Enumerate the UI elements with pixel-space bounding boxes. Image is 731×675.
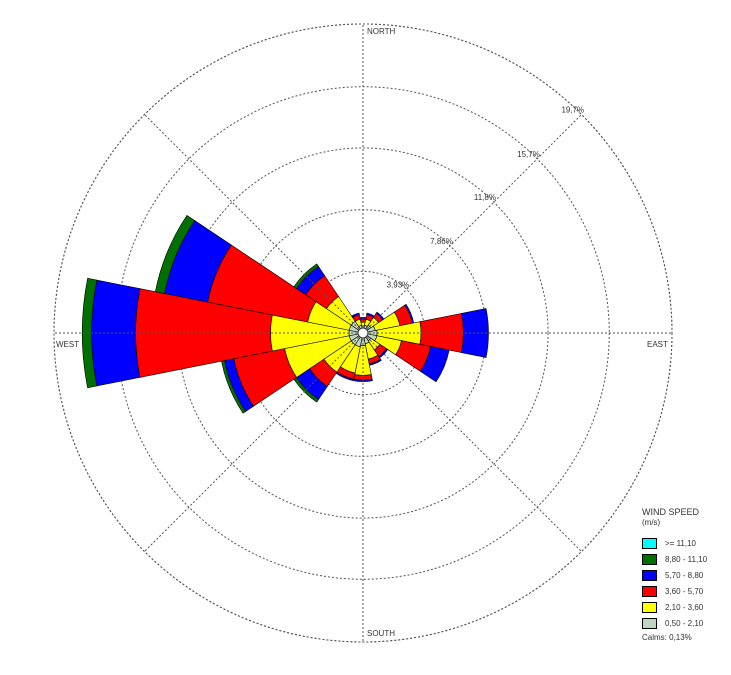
legend-entries: >= 11,10 8,80 - 11,10 5,70 - 8,80 3,60 - 5,… — [642, 535, 728, 631]
legend-entry: 3,60 - 5,70 — [642, 583, 728, 599]
spoke-225 — [144, 336, 360, 552]
wind-wedges — [81, 214, 489, 414]
ring-label-2: 7,86% — [430, 237, 453, 246]
legend-unit: (m/s) — [642, 518, 661, 527]
legend-label: 2,10 - 3,60 — [665, 602, 704, 612]
label-north: NORTH — [367, 27, 396, 36]
legend-swatch — [642, 569, 657, 581]
label-west: WEST — [56, 340, 79, 349]
legend-entry: 0,50 - 2,10 — [642, 615, 728, 631]
legend-entry: >= 11,10 — [642, 535, 728, 551]
legend-swatch — [642, 617, 657, 629]
legend-swatch — [642, 585, 657, 597]
wedge-w-band-5 — [81, 277, 98, 389]
legend-label: 8,80 - 11,10 — [665, 554, 708, 564]
legend-title: WIND SPEED — [642, 507, 700, 517]
calm-circle — [357, 327, 369, 339]
ring-label-4: 15,7% — [517, 150, 540, 159]
wedge-nnw-band-4 — [351, 312, 360, 318]
ring-label-1: 3,93% — [387, 280, 410, 289]
legend-swatch — [642, 601, 657, 613]
legend-label: >= 11,10 — [665, 538, 696, 548]
legend-entry: 8,80 - 11,10 — [642, 551, 728, 567]
chart-labels: NORTH EAST SOUTH WEST 3,93% 7,86% 11,8% 15,7% 19… — [56, 27, 668, 638]
legend-entry: 5,70 - 8,80 — [642, 567, 728, 583]
ring-label-5: 19,7% — [561, 106, 584, 115]
wedge-ese-band-4 — [419, 346, 450, 383]
ring-label-3: 11,8% — [474, 193, 496, 202]
outer-ring — [53, 23, 673, 643]
legend-label: 3,60 - 5,70 — [665, 586, 704, 596]
label-east: EAST — [647, 340, 668, 349]
wedge-wnw-band-5 — [154, 214, 196, 294]
spoke-45 — [366, 114, 582, 330]
legend-label: 5,70 - 8,80 — [665, 570, 704, 580]
spoke-135 — [366, 336, 582, 552]
legend-swatch — [642, 537, 657, 549]
legend-entry: 2,10 - 3,60 — [642, 599, 728, 615]
wedge-nw-band-5 — [293, 263, 319, 289]
spoke-315 — [144, 114, 360, 330]
legend: WIND SPEED (m/s) >= 11,10 8,80 - 11,10 5,7… — [642, 507, 728, 642]
chart-spokes — [54, 24, 672, 642]
legend-label: 0,50 - 2,10 — [665, 618, 704, 628]
legend-swatch — [642, 553, 657, 565]
label-south: SOUTH — [367, 629, 395, 638]
legend-calms: Calms: 0,13% — [642, 633, 692, 642]
